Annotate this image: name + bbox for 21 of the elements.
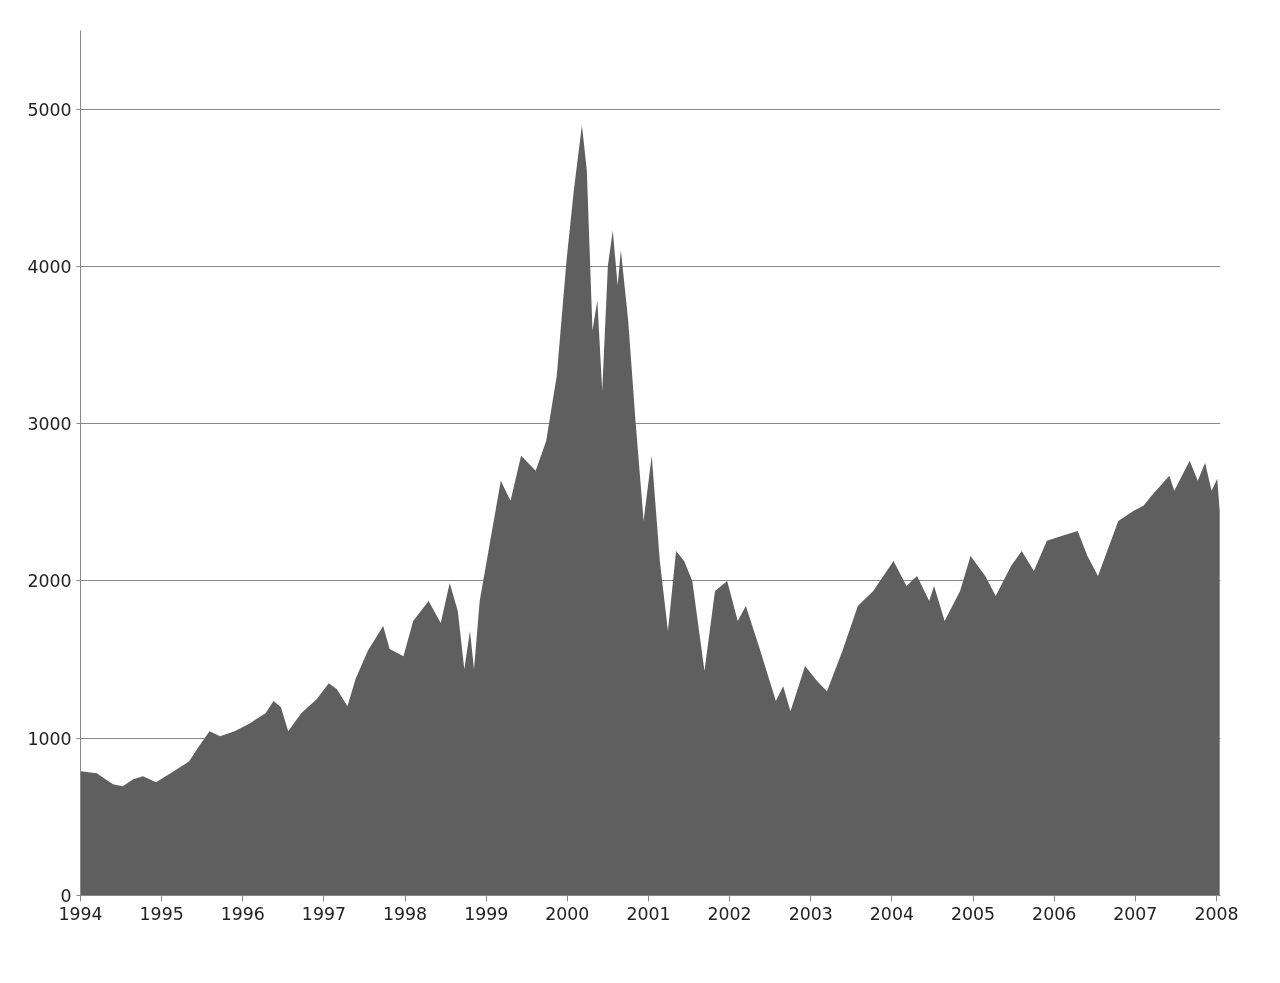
x-tick-label: 2004	[869, 903, 914, 924]
x-tick-label: 2005	[950, 903, 996, 924]
x-tick-label: 2008	[1194, 903, 1239, 924]
y-tick-label: 5000	[27, 99, 72, 120]
x-tick-label: 1994	[58, 903, 103, 924]
x-tick-label: 1996	[220, 903, 265, 924]
x-tick-label: 2002	[707, 903, 752, 924]
x-tick-label: 2003	[788, 903, 833, 924]
y-tick-label: 4000	[27, 256, 72, 277]
y-tick-label: 2000	[27, 571, 72, 592]
x-tick-label: 1998	[383, 903, 428, 924]
x-tick-label: 2000	[545, 903, 590, 924]
x-tick-label: 2001	[626, 903, 671, 924]
x-tick-label: 2007	[1113, 903, 1158, 924]
x-tick-label: 1995	[139, 903, 184, 924]
x-tick-label: 1997	[301, 903, 346, 924]
y-tick-label: 3000	[27, 414, 72, 435]
x-tick-label: 1999	[464, 903, 509, 924]
y-tick-label: 1000	[27, 728, 72, 749]
y-tick-label: 0	[60, 886, 72, 906]
x-tick-label: 2006	[1032, 903, 1077, 924]
